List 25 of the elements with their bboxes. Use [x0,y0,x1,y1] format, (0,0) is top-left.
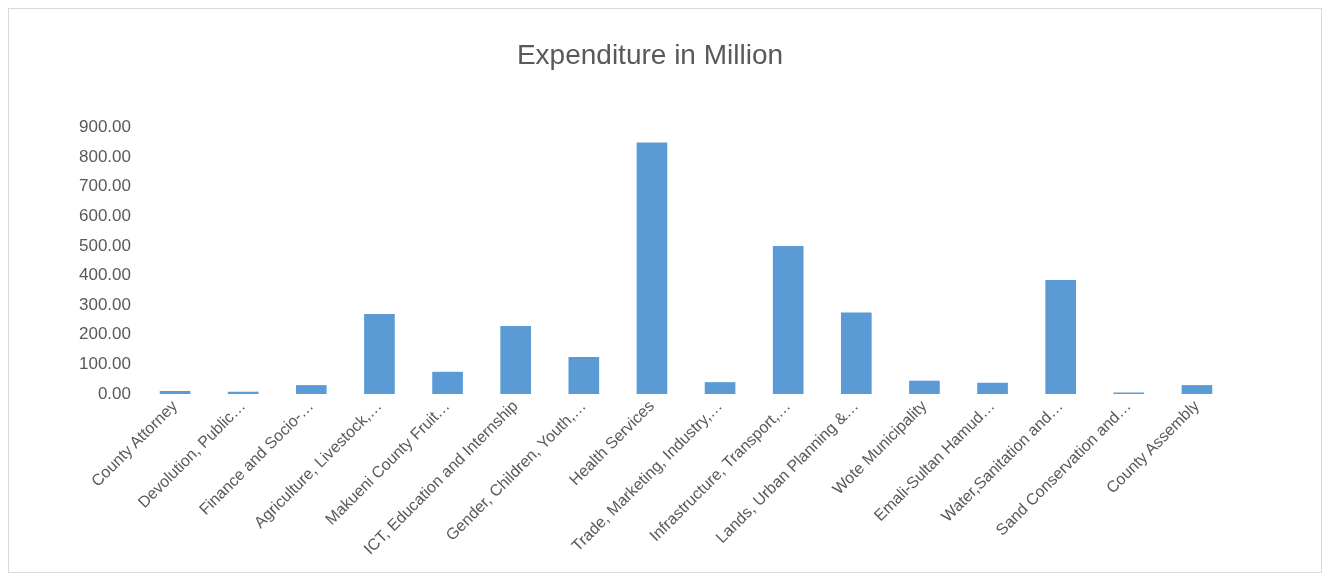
bar [977,382,1008,394]
bar [159,391,191,394]
bar [772,246,804,394]
chart-title: Expenditure in Million [516,38,784,70]
bar [295,385,327,394]
y-tick-label: 400.00 [79,265,131,285]
y-tick-label: 600.00 [79,206,131,226]
y-tick-label: 100.00 [79,354,131,374]
y-tick-label: 300.00 [79,294,131,314]
bar [909,380,940,394]
y-tick-label: 700.00 [79,176,131,196]
bar [840,312,872,394]
bar [704,382,736,394]
y-tick-label: 0.00 [97,383,131,403]
y-tick-label: 900.00 [79,117,131,137]
bar [1045,280,1077,394]
y-tick-label: 800.00 [79,146,131,166]
bar [568,357,600,394]
bar [432,371,463,394]
bar [1181,385,1213,394]
y-tick-label: 200.00 [79,324,131,344]
y-tick-label: 500.00 [79,235,131,255]
bar [636,142,668,394]
bar [364,314,395,394]
bar [500,325,532,394]
